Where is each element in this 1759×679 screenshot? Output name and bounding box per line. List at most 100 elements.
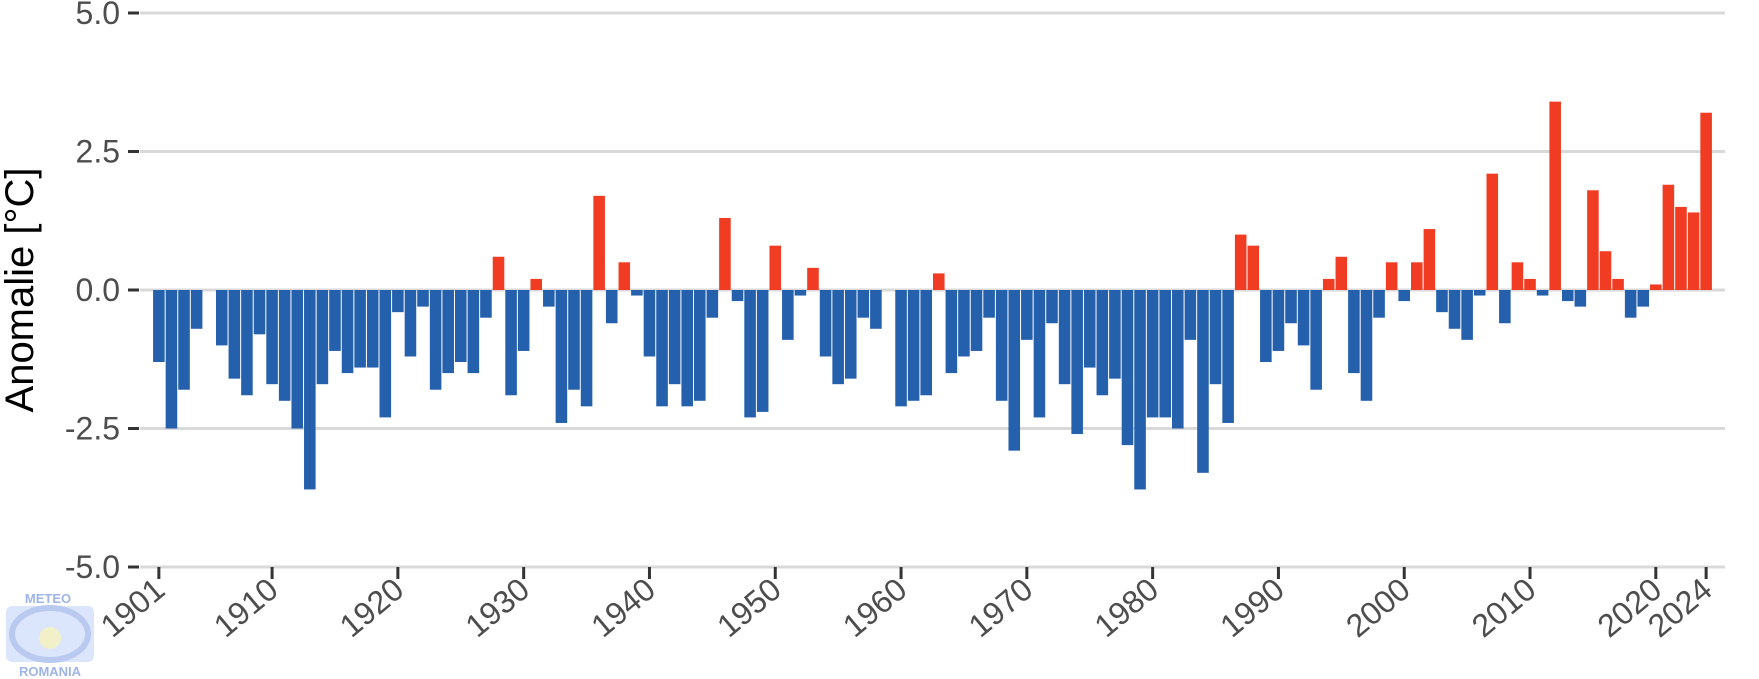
bar xyxy=(555,290,568,423)
bar xyxy=(291,290,304,429)
bar xyxy=(329,290,341,351)
bar xyxy=(1687,212,1700,290)
bar xyxy=(907,290,920,401)
bar xyxy=(1209,290,1222,385)
bar xyxy=(492,256,505,290)
bar xyxy=(1373,290,1385,318)
bar xyxy=(1549,101,1561,290)
bar xyxy=(870,290,882,329)
bar xyxy=(379,290,392,418)
logo-sun-icon xyxy=(39,627,61,649)
x-tick-label: 1940 xyxy=(584,571,662,644)
logo-text-bottom: ROMANIA xyxy=(19,664,82,679)
bar xyxy=(530,278,543,290)
bar xyxy=(1247,245,1260,290)
bar xyxy=(1272,290,1285,351)
bar xyxy=(756,290,769,412)
bar xyxy=(1285,290,1297,324)
bar xyxy=(1675,206,1687,290)
bar xyxy=(1071,290,1083,435)
bar xyxy=(933,273,945,290)
x-tick-label: 1970 xyxy=(962,571,1040,644)
bar xyxy=(580,290,593,407)
bar xyxy=(1398,290,1411,302)
x-tick-label: 1980 xyxy=(1087,571,1165,644)
bar xyxy=(1083,290,1096,368)
bar xyxy=(1536,290,1549,296)
bar xyxy=(920,290,932,396)
bar xyxy=(1184,290,1197,340)
logo-ring xyxy=(9,605,91,663)
bar xyxy=(668,290,681,385)
bar xyxy=(1700,112,1712,290)
bar xyxy=(467,290,480,374)
x-axis: 1901 1910 1920 1930 1940 1950 1960 1970 1980 1990… xyxy=(94,567,1719,644)
bar xyxy=(266,290,278,385)
bar xyxy=(1008,290,1021,451)
bar xyxy=(517,290,530,351)
bar xyxy=(618,262,631,290)
bar xyxy=(316,290,329,385)
bar xyxy=(1197,290,1209,473)
bar xyxy=(354,290,366,368)
bar xyxy=(1234,234,1247,290)
bar xyxy=(165,290,178,429)
bar xyxy=(1473,290,1486,296)
bar xyxy=(1423,229,1436,290)
y-tick-label: -5.0 xyxy=(65,549,120,585)
bar xyxy=(1448,290,1461,329)
logo-text-top: METEO xyxy=(25,591,71,606)
bar xyxy=(1021,290,1033,340)
bar xyxy=(1385,262,1398,290)
bar xyxy=(1322,278,1335,290)
bar xyxy=(1561,290,1574,302)
bar xyxy=(304,290,316,490)
bar xyxy=(1109,290,1121,379)
gridlines xyxy=(140,11,1725,569)
bar xyxy=(1046,290,1058,324)
bar xyxy=(190,290,203,329)
bar xyxy=(895,290,907,407)
bar xyxy=(844,290,857,379)
bar xyxy=(819,290,832,357)
y-tick-label: 0.0 xyxy=(76,272,120,308)
bar xyxy=(1360,290,1373,401)
meteo-romania-logo: METEO ROMANIA xyxy=(6,591,94,679)
bar xyxy=(1348,290,1360,374)
bar xyxy=(1524,278,1536,290)
bar xyxy=(404,290,417,357)
bar xyxy=(694,290,706,401)
bar xyxy=(1310,290,1322,390)
bar xyxy=(341,290,354,374)
bar xyxy=(1574,290,1587,307)
bar xyxy=(1134,290,1146,490)
bar xyxy=(807,267,819,290)
bar xyxy=(278,290,291,401)
bar xyxy=(832,290,844,385)
bar xyxy=(1096,290,1109,396)
bar xyxy=(1159,290,1171,418)
bar xyxy=(1511,262,1524,290)
bar xyxy=(442,290,454,374)
bar xyxy=(505,290,517,396)
bar xyxy=(1172,290,1184,429)
bar xyxy=(1612,278,1624,290)
x-tick-label: 1930 xyxy=(458,571,536,644)
bar xyxy=(178,290,190,390)
bar xyxy=(1624,290,1637,318)
bars xyxy=(153,101,1712,490)
bar xyxy=(1637,290,1650,307)
bar xyxy=(454,290,467,363)
bar xyxy=(1121,290,1134,446)
bar xyxy=(253,290,266,335)
bar xyxy=(241,290,253,396)
bar xyxy=(656,290,668,407)
bar xyxy=(1222,290,1234,423)
bar xyxy=(1587,190,1599,290)
x-tick-label: 1950 xyxy=(710,571,788,644)
bar xyxy=(543,290,555,307)
bar xyxy=(958,290,970,357)
bar xyxy=(970,290,983,351)
bar xyxy=(228,290,241,379)
bar xyxy=(643,290,656,357)
